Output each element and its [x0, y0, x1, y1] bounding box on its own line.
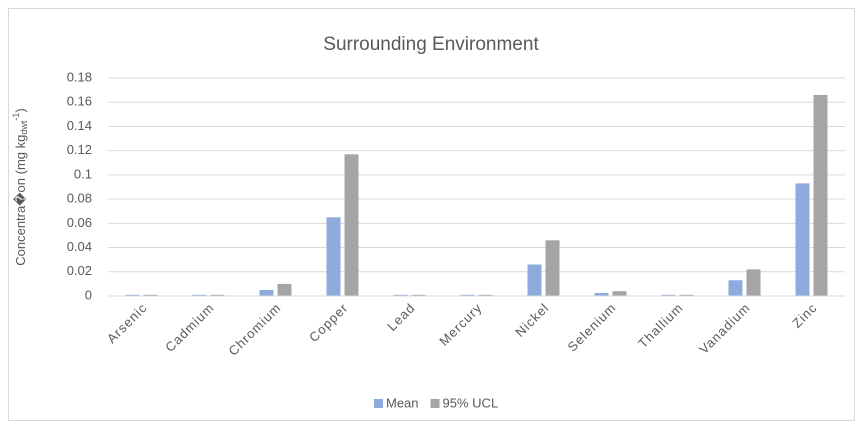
bar	[143, 294, 158, 296]
bar	[411, 294, 426, 296]
bar	[277, 283, 292, 296]
y-tick-label: 0.14	[67, 118, 92, 133]
y-tick-label: 0.02	[67, 263, 92, 278]
chart-border	[8, 8, 855, 421]
legend-swatch	[430, 399, 440, 408]
bar	[326, 217, 341, 296]
y-axis-label: Concentra�on (mg kgdwt-1)	[11, 108, 29, 266]
bar	[393, 294, 408, 296]
bar	[210, 294, 225, 296]
y-tick-label: 0.08	[67, 191, 92, 206]
bar	[192, 294, 207, 296]
y-tick-label: 0.06	[67, 215, 92, 230]
y-label-sup: -1	[11, 113, 21, 121]
bar	[344, 154, 359, 296]
bar	[661, 294, 676, 296]
bar	[746, 269, 761, 296]
y-tick-label: 0.16	[67, 94, 92, 109]
bar	[594, 292, 609, 296]
bar	[545, 240, 560, 296]
bar	[679, 294, 694, 296]
bar	[795, 183, 810, 296]
legend-label: Mean	[386, 395, 419, 410]
bar	[728, 280, 743, 296]
y-tick-label: 0.04	[67, 239, 92, 254]
bar	[478, 294, 493, 296]
y-label-end: )	[13, 108, 28, 112]
bar	[527, 264, 542, 296]
y-label-main: Concentra�on (mg kg	[12, 135, 28, 266]
y-tick-label: 0.1	[74, 166, 92, 181]
y-tick-label: 0	[85, 287, 92, 302]
y-tick-label: 0.18	[67, 69, 92, 84]
y-tick-label: 0.12	[67, 142, 92, 157]
bar	[460, 294, 475, 296]
bar	[813, 94, 828, 296]
bar	[612, 291, 627, 296]
y-label-sub: dwt	[19, 120, 29, 135]
bar	[125, 294, 140, 296]
bar	[259, 289, 274, 296]
chart-title: Surrounding Environment	[323, 34, 539, 55]
legend-swatch	[374, 399, 383, 408]
legend-label: 95% UCL	[443, 395, 499, 410]
